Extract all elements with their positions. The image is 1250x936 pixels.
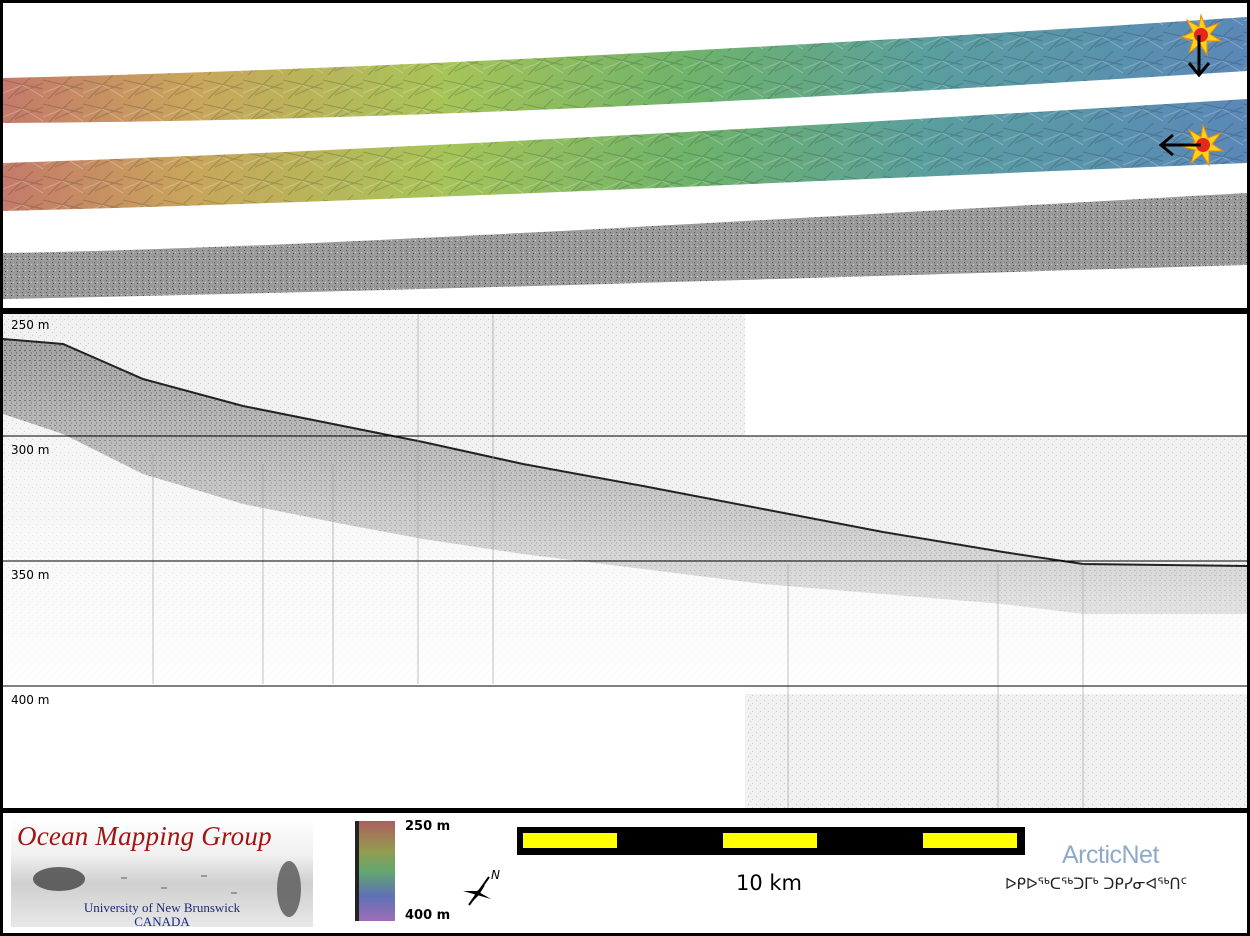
swath-backscatter <box>3 193 1247 299</box>
partner-logo-title: ArcticNet <box>1062 841 1159 869</box>
north-arrow-icon: N <box>463 868 500 906</box>
scale-label: 10 km <box>736 871 803 895</box>
arrow-down-icon <box>1187 35 1211 78</box>
legend-panel: Ocean Mapping Group University of New Br… <box>3 813 1247 933</box>
scale-bar <box>517 827 1025 855</box>
depth-colorbar <box>355 821 395 921</box>
arrow-left-icon <box>1158 133 1201 157</box>
profile-panel: 250 m 300 m 350 m 400 m <box>3 314 1247 808</box>
ocean-mapping-group-logo: Ocean Mapping Group University of New Br… <box>11 817 313 929</box>
swath-map <box>3 13 1247 299</box>
org-subtitle: University of New Brunswick CANADA <box>83 900 241 929</box>
colorbar-bottom-label: 400 m <box>405 908 451 923</box>
swath-panel <box>3 3 1247 308</box>
partner-logo-syllabics: ᐅᑭᐅᖅᑕᖅᑐᒥᒃ ᑐᑭᓯᓂᐊᖅᑎᑦ <box>1005 875 1187 893</box>
sun-icon <box>1181 123 1225 167</box>
depth-label-300: 300 m <box>11 443 50 457</box>
profile-image <box>3 314 1247 808</box>
colorbar-top-label: 250 m <box>405 819 451 834</box>
depth-label-250: 250 m <box>11 318 50 332</box>
depth-label-400: 400 m <box>11 693 50 707</box>
depth-label-350: 350 m <box>11 568 50 582</box>
org-title: Ocean Mapping Group <box>17 821 272 851</box>
north-label: N <box>491 868 500 882</box>
